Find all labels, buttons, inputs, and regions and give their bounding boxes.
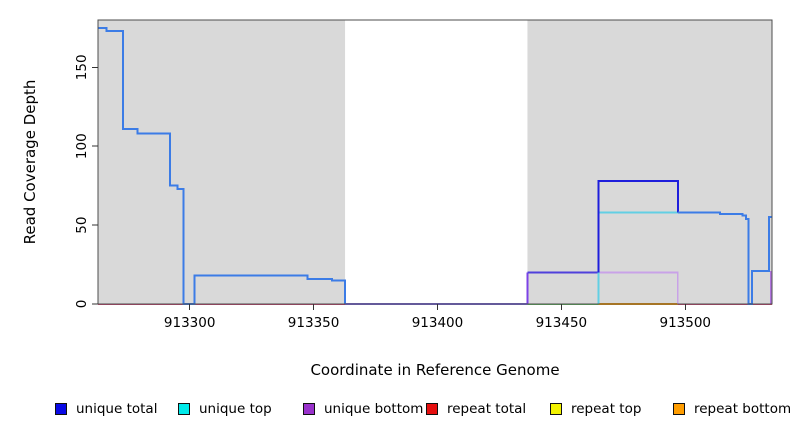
- legend-item-unique-bottom: unique bottom: [303, 398, 423, 420]
- x-tick-label: 913400: [412, 315, 464, 331]
- unique-top-swatch-icon: [178, 403, 190, 415]
- legend-label: repeat bottom: [694, 401, 792, 417]
- plot-border: [97, 19, 773, 305]
- y-tick-label: 50: [74, 217, 90, 234]
- x-tick-label: 913500: [659, 315, 711, 331]
- y-tick-label: 0: [74, 300, 90, 309]
- x-tick-label: 913300: [164, 315, 216, 331]
- legend-item-unique-total: unique total: [55, 398, 157, 420]
- x-axis-label: Coordinate in Reference Genome: [310, 361, 560, 379]
- repeat-total-swatch-icon: [426, 403, 438, 415]
- series-unique-bottom-block: [598, 271, 679, 304]
- series-coverage-left: [98, 26, 347, 305]
- legend-item-repeat-top: repeat top: [550, 398, 641, 420]
- legend-label: unique total: [76, 401, 158, 417]
- unique-bottom-swatch-icon: [303, 403, 315, 415]
- x-tick-label: 913350: [288, 315, 340, 331]
- x-tick-label: 913450: [536, 315, 588, 331]
- y-tick-label: 100: [74, 133, 90, 159]
- legend-label: repeat top: [571, 401, 642, 417]
- repeat-top-swatch-icon: [550, 403, 562, 415]
- repeat-bottom-swatch-icon: [673, 403, 685, 415]
- y-axis-label: Read Coverage Depth: [21, 79, 39, 245]
- legend-item-unique-top: unique top: [178, 398, 272, 420]
- y-tick-label: 150: [74, 54, 90, 80]
- legend: unique total unique top unique bottom re…: [0, 398, 792, 420]
- legend-item-repeat-total: repeat total: [426, 398, 526, 420]
- shaded-region: [527, 20, 772, 304]
- series-coverage-right: [677, 211, 772, 305]
- series-unique-total-block: [597, 179, 679, 273]
- legend-label: unique top: [199, 401, 272, 417]
- shaded-region: [98, 20, 346, 304]
- legend-item-repeat-bottom: repeat bottom: [673, 398, 791, 420]
- legend-label: repeat total: [447, 401, 527, 417]
- unique-total-swatch-icon: [55, 403, 67, 415]
- legend-label: unique bottom: [324, 401, 424, 417]
